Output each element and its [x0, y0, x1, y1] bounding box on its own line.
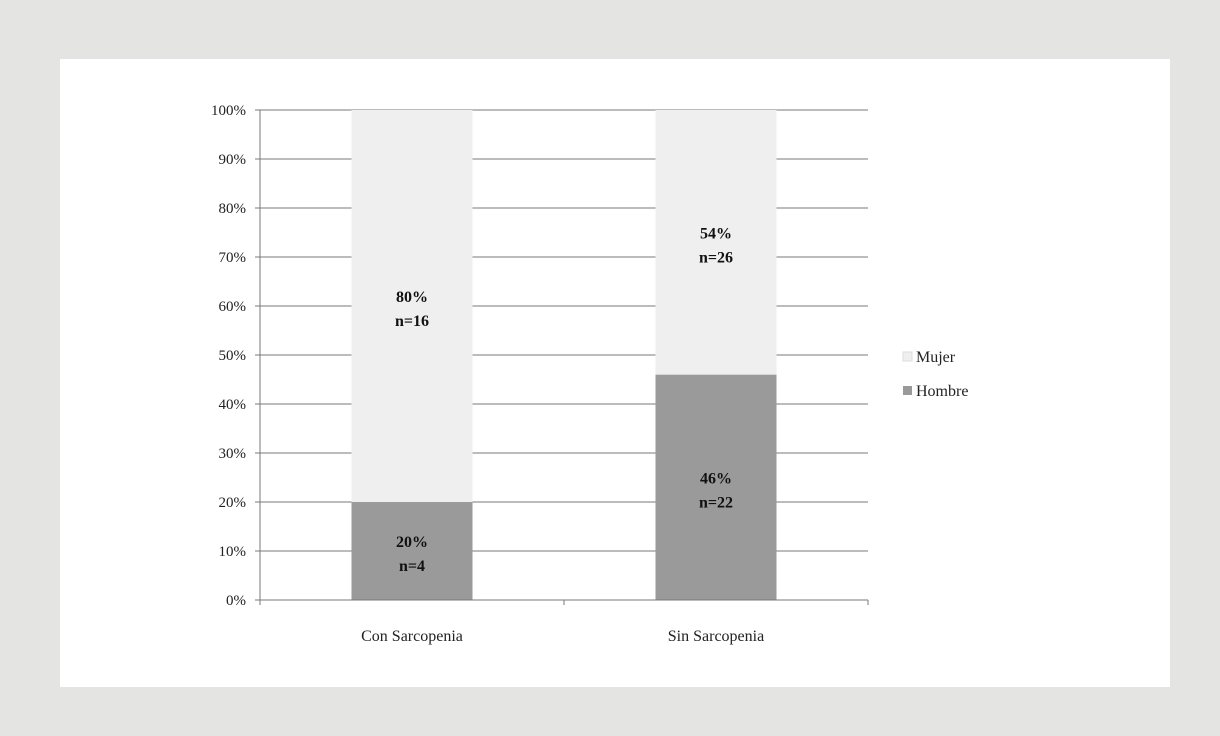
data-label-percent: 80% — [396, 289, 428, 306]
bar-segment-mujer — [351, 110, 473, 502]
y-tick-label: 50% — [219, 348, 247, 364]
bar-segment-hombre — [655, 374, 777, 600]
x-category-label: Sin Sarcopenia — [668, 628, 764, 645]
legend-label: Hombre — [916, 383, 968, 400]
y-tick-label: 0% — [226, 593, 246, 609]
y-tick-label: 30% — [219, 446, 247, 462]
data-label-count: n=22 — [699, 494, 733, 511]
bar-segment-hombre — [351, 502, 473, 600]
legend-label: Mujer — [916, 349, 956, 366]
y-tick-label: 60% — [219, 299, 247, 315]
y-tick-label: 100% — [211, 103, 246, 119]
y-tick-label: 10% — [219, 544, 247, 560]
y-tick-label: 40% — [219, 397, 247, 413]
y-tick-label: 20% — [219, 495, 247, 511]
y-tick-label: 70% — [219, 250, 247, 266]
y-tick-label: 90% — [219, 152, 247, 168]
figure-frame — [60, 59, 1170, 687]
x-category-label: Con Sarcopenia — [361, 628, 463, 645]
data-label-count: n=4 — [399, 558, 425, 575]
legend-swatch — [903, 386, 912, 395]
data-label-count: n=16 — [395, 313, 429, 330]
bar-segment-mujer — [655, 110, 777, 375]
data-label-percent: 54% — [700, 225, 732, 242]
y-tick-label: 80% — [219, 201, 247, 217]
data-label-percent: 20% — [396, 534, 428, 551]
data-label-count: n=26 — [699, 249, 733, 266]
data-label-percent: 46% — [700, 470, 732, 487]
legend-swatch — [902, 351, 913, 362]
